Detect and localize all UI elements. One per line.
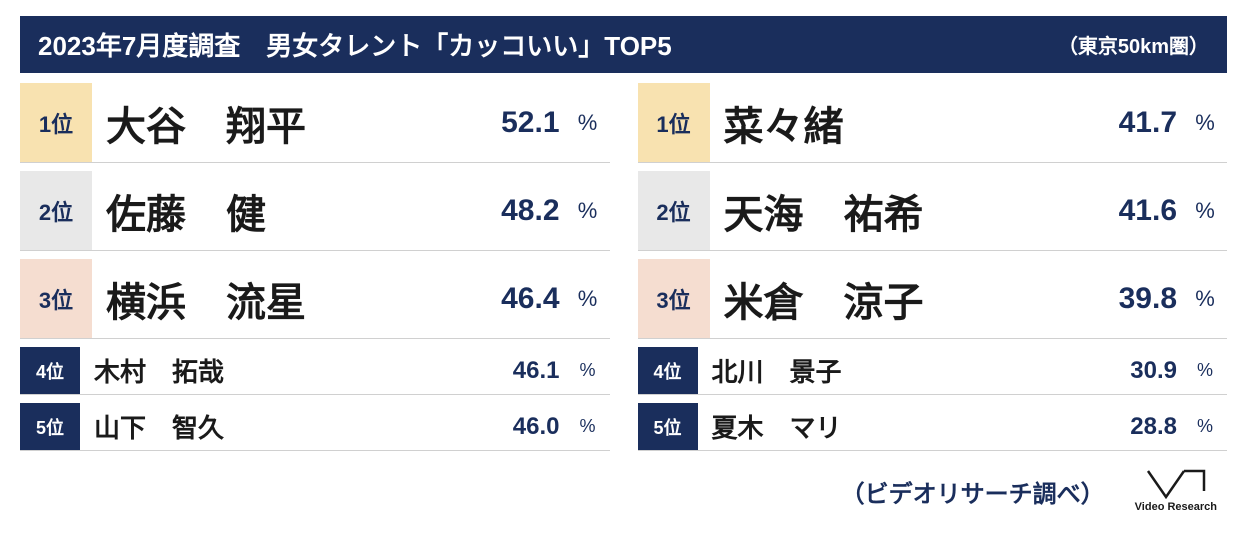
value-cell: 39.8 [1073, 259, 1183, 338]
name-cell: 菜々緒 [710, 83, 1074, 162]
percent-label: % [566, 83, 610, 162]
ranking-row: 5位夏木 マリ28.8% [638, 403, 1228, 451]
name-cell: 大谷 翔平 [92, 83, 456, 162]
rank-cell: 1位 [638, 83, 710, 162]
ranking-row: 1位菜々緒41.7% [638, 83, 1228, 163]
rank-cell: 4位 [20, 347, 80, 394]
name-cell: 山下 智久 [80, 403, 456, 450]
percent-label: % [566, 171, 610, 250]
value-cell: 52.1 [456, 83, 566, 162]
value-cell: 46.0 [456, 403, 566, 450]
name-cell: 天海 祐希 [710, 171, 1074, 250]
rank-cell: 2位 [20, 171, 92, 250]
header-title: 2023年7月度調査 男女タレント「カッコいい」TOP5 [38, 26, 672, 63]
percent-label: % [1183, 403, 1227, 450]
name-cell: 米倉 涼子 [710, 259, 1074, 338]
ranking-row: 4位木村 拓哉46.1% [20, 347, 610, 395]
rank-cell: 3位 [638, 259, 710, 338]
percent-label: % [566, 403, 610, 450]
percent-label: % [1183, 259, 1227, 338]
rank-cell: 5位 [638, 403, 698, 450]
ranking-column-right: 1位菜々緒41.7%2位天海 祐希41.6%3位米倉 涼子39.8%4位北川 景… [638, 83, 1228, 451]
percent-label: % [1183, 347, 1227, 394]
name-cell: 木村 拓哉 [80, 347, 456, 394]
ranking-row: 3位米倉 涼子39.8% [638, 259, 1228, 339]
value-cell: 41.7 [1073, 83, 1183, 162]
percent-label: % [1183, 171, 1227, 250]
name-cell: 夏木 マリ [698, 403, 1074, 450]
ranking-columns: 1位大谷 翔平52.1%2位佐藤 健48.2%3位横浜 流星46.4%4位木村 … [20, 83, 1227, 451]
ranking-row: 2位天海 祐希41.6% [638, 171, 1228, 251]
rank-cell: 4位 [638, 347, 698, 394]
ranking-row: 5位山下 智久46.0% [20, 403, 610, 451]
value-cell: 30.9 [1073, 347, 1183, 394]
logo: Video Research [1135, 469, 1217, 513]
name-cell: 佐藤 健 [92, 171, 456, 250]
value-cell: 46.4 [456, 259, 566, 338]
rank-cell: 1位 [20, 83, 92, 162]
ranking-column-left: 1位大谷 翔平52.1%2位佐藤 健48.2%3位横浜 流星46.4%4位木村 … [20, 83, 610, 451]
value-cell: 46.1 [456, 347, 566, 394]
ranking-row: 3位横浜 流星46.4% [20, 259, 610, 339]
logo-icon [1146, 469, 1206, 499]
value-cell: 41.6 [1073, 171, 1183, 250]
value-cell: 28.8 [1073, 403, 1183, 450]
rank-cell: 3位 [20, 259, 92, 338]
name-cell: 横浜 流星 [92, 259, 456, 338]
logo-text: Video Research [1135, 501, 1217, 513]
rank-cell: 2位 [638, 171, 710, 250]
percent-label: % [566, 259, 610, 338]
ranking-row: 1位大谷 翔平52.1% [20, 83, 610, 163]
footer: （ビデオリサーチ調べ） Video Research [20, 469, 1227, 513]
value-cell: 48.2 [456, 171, 566, 250]
percent-label: % [1183, 83, 1227, 162]
percent-label: % [566, 347, 610, 394]
ranking-row: 2位佐藤 健48.2% [20, 171, 610, 251]
header-subtitle: （東京50km圏） [1058, 30, 1209, 59]
header-bar: 2023年7月度調査 男女タレント「カッコいい」TOP5 （東京50km圏） [20, 16, 1227, 73]
footer-credit: （ビデオリサーチ調べ） [841, 474, 1105, 509]
rank-cell: 5位 [20, 403, 80, 450]
ranking-row: 4位北川 景子30.9% [638, 347, 1228, 395]
name-cell: 北川 景子 [698, 347, 1074, 394]
